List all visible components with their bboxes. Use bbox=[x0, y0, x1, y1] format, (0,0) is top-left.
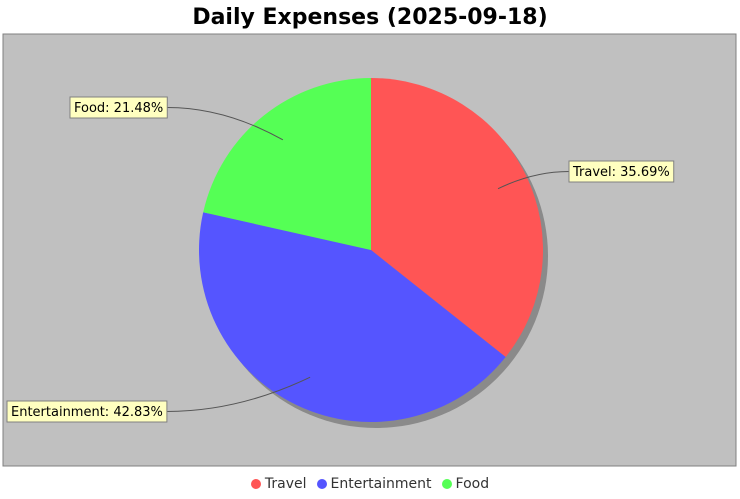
pie-slices bbox=[199, 78, 543, 422]
pie-slice-travel bbox=[371, 78, 543, 358]
pie-slice-entertainment bbox=[199, 212, 506, 422]
label-connector-food bbox=[167, 107, 284, 141]
pie-slice-food bbox=[203, 78, 371, 250]
legend-item-entertainment: Entertainment bbox=[316, 476, 432, 492]
pie-chart-svg: Travel: 35.69% Entertainment: 42.83% Food:… bbox=[2, 33, 737, 467]
slice-labels: Travel: 35.69% Entertainment: 42.83% Food:… bbox=[6, 96, 675, 423]
label-connectors bbox=[166, 107, 570, 412]
slice-label-entertainment: Entertainment: 42.83% bbox=[11, 405, 163, 420]
legend-label-entertainment: Entertainment bbox=[330, 476, 432, 492]
label-connector-travel bbox=[497, 171, 570, 190]
legend-label-travel: Travel bbox=[264, 476, 307, 492]
chart-title: Daily Expenses (2025-09-18) bbox=[192, 5, 548, 30]
slice-label-travel: Travel: 35.69% bbox=[572, 165, 670, 180]
slice-label-box-entertainment bbox=[6, 400, 168, 423]
legend-item-travel: Travel bbox=[250, 476, 307, 492]
legend-swatch-food bbox=[441, 479, 452, 489]
legend-item-food: Food bbox=[441, 476, 490, 492]
legend-swatch-entertainment bbox=[316, 479, 327, 489]
legend: Travel Entertainment Food bbox=[0, 476, 740, 492]
slice-label-box-travel bbox=[568, 160, 675, 183]
slice-label-food: Food: 21.48% bbox=[74, 101, 163, 116]
legend-label-food: Food bbox=[455, 476, 490, 492]
legend-swatch-travel bbox=[250, 479, 261, 489]
label-connector-entertainment bbox=[166, 376, 311, 412]
slice-label-box-food bbox=[69, 96, 168, 119]
